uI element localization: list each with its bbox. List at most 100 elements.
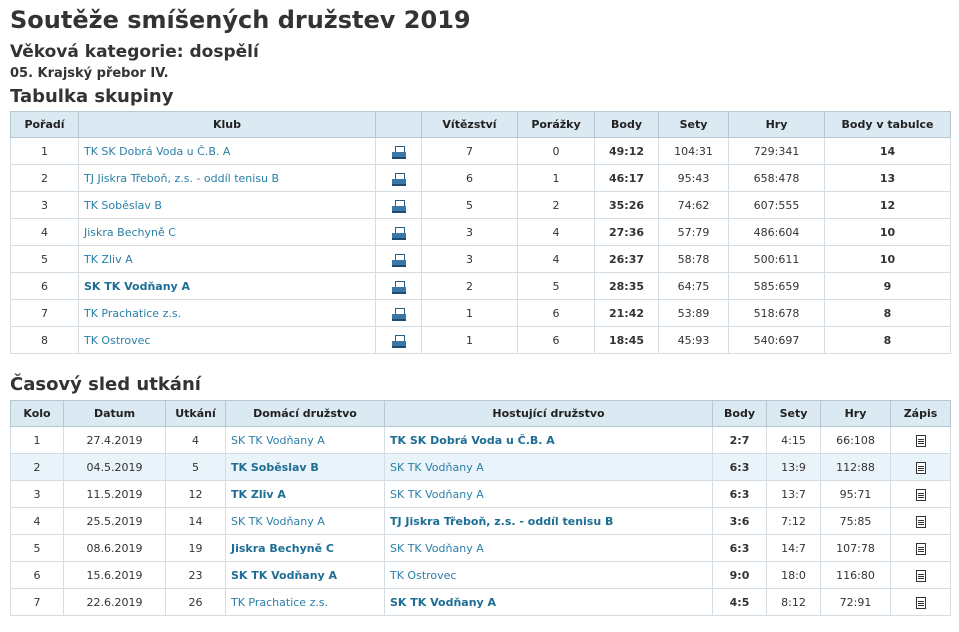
match-cell: 4	[165, 426, 226, 454]
away-team-link[interactable]: SK TK Vodňany A	[390, 460, 484, 474]
losses-cell: 6	[517, 299, 595, 327]
home-team-link[interactable]: Jiskra Bechyně C	[231, 541, 334, 555]
print-cell	[375, 218, 422, 246]
home-team-link[interactable]: TK Prachatice z.s.	[231, 595, 329, 609]
sets-cell: 64:75	[658, 272, 729, 300]
club-link[interactable]: TK Prachatice z.s.	[84, 306, 182, 320]
document-icon[interactable]	[915, 434, 926, 447]
table-row: 7 TK Prachatice z.s. 1 6 21:42 53:89 518:678 8	[10, 299, 951, 327]
home-team-link[interactable]: SK TK Vodňany A	[231, 433, 325, 447]
document-icon[interactable]	[915, 542, 926, 555]
club-cell: TK Soběslav B	[78, 191, 376, 219]
competition-name: 05. Krajský přebor IV.	[10, 66, 169, 81]
col-header-match: Utkání	[165, 400, 226, 427]
club-link[interactable]: TJ Jiskra Třeboň, z.s. - oddíl tenisu B	[84, 171, 280, 185]
printer-icon[interactable]	[391, 280, 406, 294]
col-header-report: Zápis	[890, 400, 951, 427]
table-points-cell: 9	[824, 272, 951, 300]
printer-icon[interactable]	[391, 172, 406, 186]
club-link[interactable]: Jiskra Bechyně C	[84, 225, 176, 239]
round-cell: 1	[10, 426, 64, 454]
printer-icon[interactable]	[391, 253, 406, 267]
sets-cell: 104:31	[658, 137, 729, 165]
sets-cell: 53:89	[658, 299, 729, 327]
away-team-link[interactable]: SK TK Vodňany A	[390, 541, 484, 555]
home-team-cell: SK TK Vodňany A	[225, 561, 385, 589]
round-cell: 2	[10, 453, 64, 481]
wins-cell: 3	[421, 218, 518, 246]
away-team-link[interactable]: TK SK Dobrá Voda u Č.B. A	[390, 433, 555, 447]
print-cell	[375, 245, 422, 273]
date-cell: 08.6.2019	[63, 534, 166, 562]
match-cell: 12	[165, 480, 226, 508]
away-team-link[interactable]: SK TK Vodňany A	[390, 595, 497, 609]
match-points-cell: 2:7	[712, 426, 767, 454]
table-row: 4 Jiskra Bechyně C 3 4 27:36 57:79 486:604 10	[10, 218, 951, 246]
match-points-cell: 6:3	[712, 453, 767, 481]
printer-icon[interactable]	[391, 145, 406, 159]
points-cell: 49:12	[594, 137, 659, 165]
away-team-link[interactable]: TK Ostrovec	[390, 568, 457, 582]
match-games-cell: 66:108	[820, 426, 891, 454]
printer-icon[interactable]	[391, 334, 406, 348]
club-link[interactable]: SK TK Vodňany A	[84, 279, 191, 293]
report-cell	[890, 480, 951, 508]
match-sets-cell: 7:12	[766, 507, 821, 535]
report-cell	[890, 534, 951, 562]
document-icon[interactable]	[915, 596, 926, 609]
away-team-cell: TK SK Dobrá Voda u Č.B. A	[384, 426, 713, 454]
col-header-points[interactable]: Body	[594, 111, 659, 138]
home-team-link[interactable]: SK TK Vodňany A	[231, 568, 338, 582]
printer-icon[interactable]	[391, 199, 406, 213]
document-icon[interactable]	[915, 515, 926, 528]
printer-icon[interactable]	[391, 226, 406, 240]
club-link[interactable]: TK Soběslav B	[84, 198, 162, 212]
home-team-link[interactable]: SK TK Vodňany A	[231, 514, 325, 528]
printer-icon[interactable]	[391, 307, 406, 321]
match-games-cell: 107:78	[820, 534, 891, 562]
print-cell	[375, 137, 422, 165]
col-header-position[interactable]: Pořadí	[10, 111, 79, 138]
print-cell	[375, 299, 422, 327]
document-icon[interactable]	[915, 569, 926, 582]
col-header-table-points[interactable]: Body v tabulce	[824, 111, 951, 138]
home-team-link[interactable]: TK Zliv A	[231, 487, 286, 501]
club-link[interactable]: TK SK Dobrá Voda u Č.B. A	[84, 144, 231, 158]
document-icon[interactable]	[915, 461, 926, 474]
col-header-wins[interactable]: Vítězství	[421, 111, 518, 138]
points-cell: 21:42	[594, 299, 659, 327]
col-header-sets[interactable]: Sety	[658, 111, 729, 138]
document-icon[interactable]	[915, 488, 926, 501]
away-team-link[interactable]: SK TK Vodňany A	[390, 487, 484, 501]
col-header-games[interactable]: Hry	[728, 111, 825, 138]
col-header-round: Kolo	[10, 400, 64, 427]
schedule-table-header-row: Kolo Datum Utkání Domácí družstvo Hostuj…	[10, 400, 951, 427]
match-points-cell: 4:5	[712, 588, 767, 616]
col-header-losses[interactable]: Porážky	[517, 111, 595, 138]
points-cell: 27:36	[594, 218, 659, 246]
position-cell: 6	[10, 272, 79, 300]
col-header-club[interactable]: Klub	[78, 111, 376, 138]
table-points-cell: 10	[824, 218, 951, 246]
club-link[interactable]: TK Zliv A	[84, 252, 133, 266]
home-team-link[interactable]: TK Soběslav B	[231, 460, 319, 474]
round-cell: 5	[10, 534, 64, 562]
report-cell	[890, 507, 951, 535]
match-games-cell: 116:80	[820, 561, 891, 589]
table-points-cell: 8	[824, 326, 951, 354]
sets-cell: 58:78	[658, 245, 729, 273]
table-row: 8 TK Ostrovec 1 6 18:45 45:93 540:697 8	[10, 326, 951, 354]
age-category: Věková kategorie: dospělí	[10, 42, 259, 62]
wins-cell: 6	[421, 164, 518, 192]
table-points-cell: 14	[824, 137, 951, 165]
print-cell	[375, 164, 422, 192]
match-games-cell: 112:88	[820, 453, 891, 481]
club-cell: TK Ostrovec	[78, 326, 376, 354]
table-row: 6 SK TK Vodňany A 2 5 28:35 64:75 585:659 9	[10, 272, 951, 300]
games-cell: 500:611	[728, 245, 825, 273]
away-team-cell: SK TK Vodňany A	[384, 588, 713, 616]
wins-cell: 3	[421, 245, 518, 273]
club-link[interactable]: TK Ostrovec	[84, 333, 151, 347]
position-cell: 4	[10, 218, 79, 246]
away-team-link[interactable]: TJ Jiskra Třeboň, z.s. - oddíl tenisu B	[390, 514, 614, 528]
